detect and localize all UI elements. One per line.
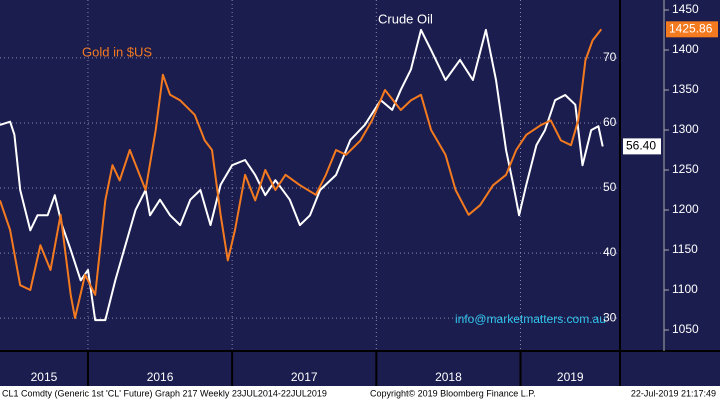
y-tick-label: 50 xyxy=(603,180,617,194)
x-tick-label: 2015 xyxy=(31,370,58,384)
background xyxy=(0,0,720,386)
y2-tick-label: 1200 xyxy=(672,202,699,216)
y2-tick-label: 1050 xyxy=(672,322,699,336)
y-tick-label: 60 xyxy=(603,115,617,129)
x-tick-label: 2017 xyxy=(291,370,318,384)
last-value-box xyxy=(623,138,661,155)
line-series xyxy=(0,28,603,319)
x-tick-label: 2018 xyxy=(435,370,462,384)
gold-annotation: Gold in $US xyxy=(82,44,152,59)
line-series xyxy=(0,28,604,322)
contact-annotation: info@marketmatters.com.au xyxy=(455,312,606,326)
last-value-label: 1425.86 xyxy=(669,21,713,35)
x-tick-label: 2016 xyxy=(147,370,174,384)
y2-tick-label: 1350 xyxy=(672,82,699,96)
y-tick-label: 70 xyxy=(603,50,617,64)
y-tick-label: 40 xyxy=(603,245,617,259)
footer-bar xyxy=(0,386,720,402)
footer-center: Copyright© 2019 Bloomberg Finance L.P. xyxy=(370,388,536,398)
y2-tick-label: 1300 xyxy=(672,122,699,136)
y2-tick-label: 1400 xyxy=(672,42,699,56)
y2-tick-label: 1450 xyxy=(672,2,699,16)
last-value-box xyxy=(666,21,718,38)
footer-left: CL1 Comdty (Generic 1st 'CL' Future) Gra… xyxy=(2,388,327,398)
x-tick-label: 2019 xyxy=(557,370,584,384)
footer-right: 22-Jul-2019 21:17:49 xyxy=(631,388,716,398)
y2-tick-label: 1100 xyxy=(672,282,698,296)
last-value-label: 56.40 xyxy=(626,139,656,153)
oil-annotation: Crude Oil xyxy=(378,11,433,26)
y2-tick-label: 1250 xyxy=(672,162,699,176)
y-tick-label: 30 xyxy=(603,310,617,324)
y2-tick-label: 1150 xyxy=(672,242,698,256)
